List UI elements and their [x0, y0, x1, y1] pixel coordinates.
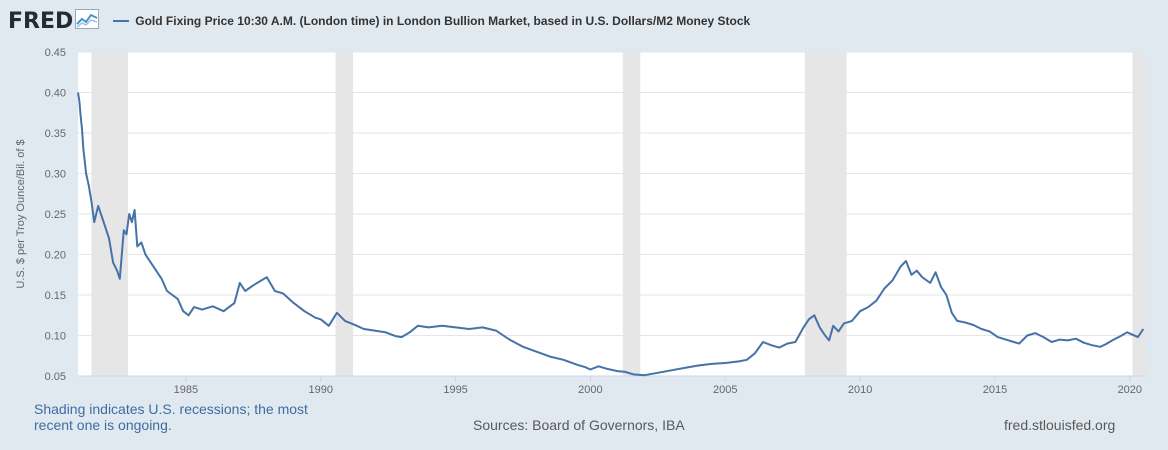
y-tick-label: 0.45 [45, 47, 66, 59]
chart-header: FRED Gold Fixing Price 10:30 A.M. (Londo… [8, 6, 750, 36]
chart-legend: Gold Fixing Price 10:30 A.M. (London tim… [113, 14, 750, 28]
x-tick-label: 1985 [174, 384, 198, 396]
y-tick-label: 0.10 [45, 331, 66, 343]
y-tick-label: 0.20 [45, 250, 66, 262]
fred-logo-text: FRED [8, 8, 74, 34]
sources-text: Sources: Board of Governors, IBA [473, 417, 685, 433]
x-tick-label: 2010 [848, 384, 872, 396]
x-tick-label: 2020 [1118, 384, 1142, 396]
y-tick-label: 0.30 [45, 169, 66, 181]
y-axis-label: U.S. $ per Troy Ounce/Bil. of $ [15, 139, 27, 288]
x-tick-label: 2015 [983, 384, 1007, 396]
series-line[interactable] [77, 92, 1145, 377]
y-tick-label: 0.05 [45, 371, 66, 383]
y-tick-label: 0.35 [45, 128, 66, 140]
fred-logo[interactable]: FRED [8, 8, 100, 34]
legend-series-swatch [113, 20, 130, 22]
x-tick-label: 2005 [713, 384, 737, 396]
recession-footnote: Shading indicates U.S. recessions; the m… [34, 401, 308, 433]
site-link[interactable]: fred.stlouisfed.org [1004, 417, 1116, 433]
y-tick-label: 0.15 [45, 290, 66, 302]
x-tick-label: 1990 [308, 384, 332, 396]
x-tick-label: 2000 [578, 384, 602, 396]
y-tick-label: 0.25 [45, 209, 66, 221]
fred-chart-icon [75, 8, 100, 34]
y-tick-label: 0.40 [45, 88, 66, 100]
legend-series-label: Gold Fixing Price 10:30 A.M. (London tim… [135, 14, 751, 28]
x-axis-ticks: 1985 1990 1995 2000 2005 2010 2015 2020 [174, 376, 1142, 396]
x-tick-label: 1995 [443, 384, 467, 396]
y-axis-ticks: 0.05 0.10 0.15 0.20 0.25 0.30 0.35 0.40 0.45 [45, 47, 66, 383]
